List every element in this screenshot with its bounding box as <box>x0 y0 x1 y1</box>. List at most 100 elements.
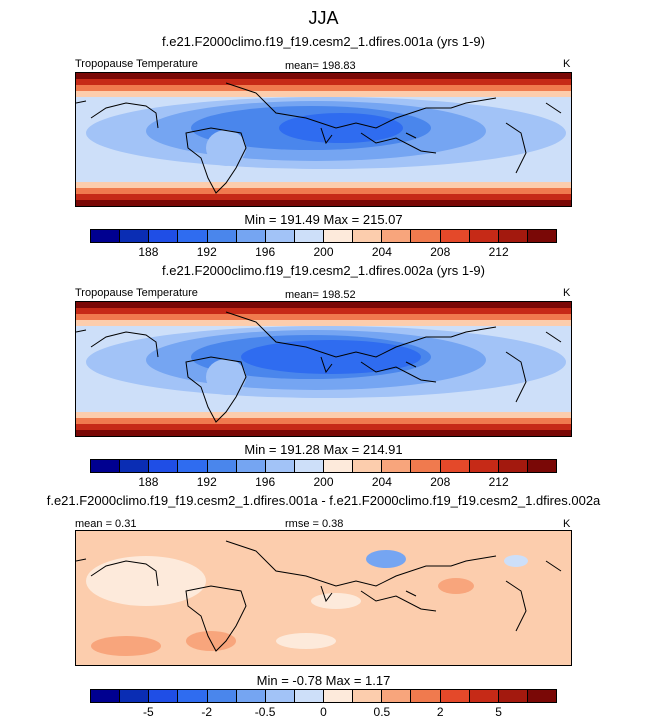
colorbar-tick-label: 212 <box>488 475 509 489</box>
field-contour <box>91 636 161 656</box>
colorbar-cell <box>469 460 499 472</box>
panel2-minmax: Min = 191.28 Max = 214.91 <box>244 442 403 457</box>
panel1-case-title: f.e21.F2000climo.f19_f19.cesm2_1.dfires.… <box>161 34 485 49</box>
field-contour <box>206 130 246 166</box>
panel3-case-title: f.e21.F2000climo.f19_f19.cesm2_1.dfires.… <box>46 493 601 508</box>
coastline <box>320 585 437 612</box>
field-contour <box>206 359 246 395</box>
colorbar-cell <box>265 460 295 472</box>
colorbar-tick-label: 0 <box>320 705 327 719</box>
panel1-minmax: Min = 191.49 Max = 215.07 <box>244 212 403 227</box>
colorbar-cell <box>207 690 237 702</box>
colorbar-cell <box>469 690 499 702</box>
colorbar-cell <box>294 690 324 702</box>
colorbar-tick-label: -5 <box>143 705 154 719</box>
colorbar-cell <box>120 460 150 472</box>
panel1-colorbar <box>90 229 557 243</box>
colorbar-cell <box>178 690 208 702</box>
coastline <box>320 127 437 154</box>
colorbar-cell <box>120 690 150 702</box>
colorbar-tick-label: 192 <box>196 475 217 489</box>
colorbar-cell <box>236 690 266 702</box>
panel2-colorbar-labels: 188 192 196 200 204 208 212 <box>90 475 557 489</box>
colorbar-cell <box>411 460 441 472</box>
panel1-mean-label: mean= 198.83 <box>285 60 356 72</box>
coastline <box>76 558 159 587</box>
coastline <box>185 585 247 652</box>
colorbar-tick-label: 200 <box>313 475 334 489</box>
field-contour <box>311 593 361 609</box>
colorbar-cell <box>324 460 354 472</box>
panel2-colorbar <box>90 459 557 473</box>
colorbar-cell <box>527 460 556 472</box>
colorbar-cell <box>440 230 470 242</box>
colorbar-cell <box>120 230 150 242</box>
colorbar-tick-label: 2 <box>436 705 444 719</box>
colorbar-cell <box>353 460 383 472</box>
panel1-map <box>75 72 572 207</box>
panel1-map-field <box>76 73 571 206</box>
field-contour <box>438 578 474 594</box>
panel3-map <box>75 530 572 666</box>
panel2-map-field <box>76 302 571 436</box>
colorbar-cell <box>382 460 412 472</box>
coastline <box>505 331 562 403</box>
colorbar-cell <box>440 460 470 472</box>
colorbar-tick-label: 192 <box>196 245 217 259</box>
colorbar-tick-label: 196 <box>255 475 276 489</box>
colorbar-cell <box>382 690 412 702</box>
panel3-colorbar-labels: -5 -2 -0.5 0 0.5 2 5 <box>90 705 557 719</box>
colorbar-cell <box>353 690 383 702</box>
field-contour <box>86 556 206 606</box>
colorbar-cell <box>294 460 324 472</box>
field-contour <box>276 633 336 649</box>
panel3-colorbar <box>90 689 557 703</box>
colorbar-cell <box>411 230 441 242</box>
colorbar-cell <box>294 230 324 242</box>
field-contour <box>366 550 406 568</box>
panel3-units-label: K <box>563 518 571 530</box>
panel1-variable-label: Tropopause Temperature <box>75 58 198 70</box>
field-contour <box>279 113 403 143</box>
coastline <box>505 102 562 174</box>
colorbar-cell <box>178 230 208 242</box>
colorbar-cell <box>411 690 441 702</box>
panel3-map-field <box>76 531 571 665</box>
panel2-variable-label: Tropopause Temperature <box>75 287 198 299</box>
panel3-rmse-label: rmse = 0.38 <box>285 518 344 530</box>
coastline <box>225 540 497 587</box>
colorbar-cell <box>207 230 237 242</box>
colorbar-cell <box>149 460 179 472</box>
colorbar-tick-label: 200 <box>313 245 334 259</box>
colorbar-cell <box>178 460 208 472</box>
colorbar-tick-label: 196 <box>255 245 276 259</box>
coastline <box>76 100 159 129</box>
colorbar-cell <box>353 230 383 242</box>
colorbar-cell <box>440 690 470 702</box>
coastline <box>76 329 159 358</box>
coastline <box>320 356 437 383</box>
colorbar-tick-label: -0.5 <box>254 705 276 719</box>
figure-title: JJA <box>308 8 339 28</box>
panel2-mean-label: mean= 198.52 <box>285 289 356 301</box>
field-contour <box>504 555 528 567</box>
colorbar-cell <box>91 690 121 702</box>
colorbar-cell <box>265 230 295 242</box>
panel2-units-label: K <box>563 287 571 299</box>
coastline <box>225 82 497 129</box>
colorbar-cell <box>324 230 354 242</box>
coastline <box>505 560 562 632</box>
colorbar-cell <box>149 690 179 702</box>
coastline <box>185 127 247 194</box>
colorbar-cell <box>527 690 556 702</box>
colorbar-cell <box>91 460 121 472</box>
colorbar-tick-label: 204 <box>371 245 392 259</box>
panel3-minmax: Min = -0.78 Max = 1.17 <box>256 673 391 688</box>
colorbar-tick-label: 208 <box>430 245 451 259</box>
colorbar-cell <box>91 230 121 242</box>
colorbar-cell <box>207 460 237 472</box>
coastline <box>225 311 497 358</box>
colorbar-cell <box>498 460 528 472</box>
colorbar-tick-label: 0.5 <box>373 705 391 719</box>
colorbar-cell <box>236 230 266 242</box>
